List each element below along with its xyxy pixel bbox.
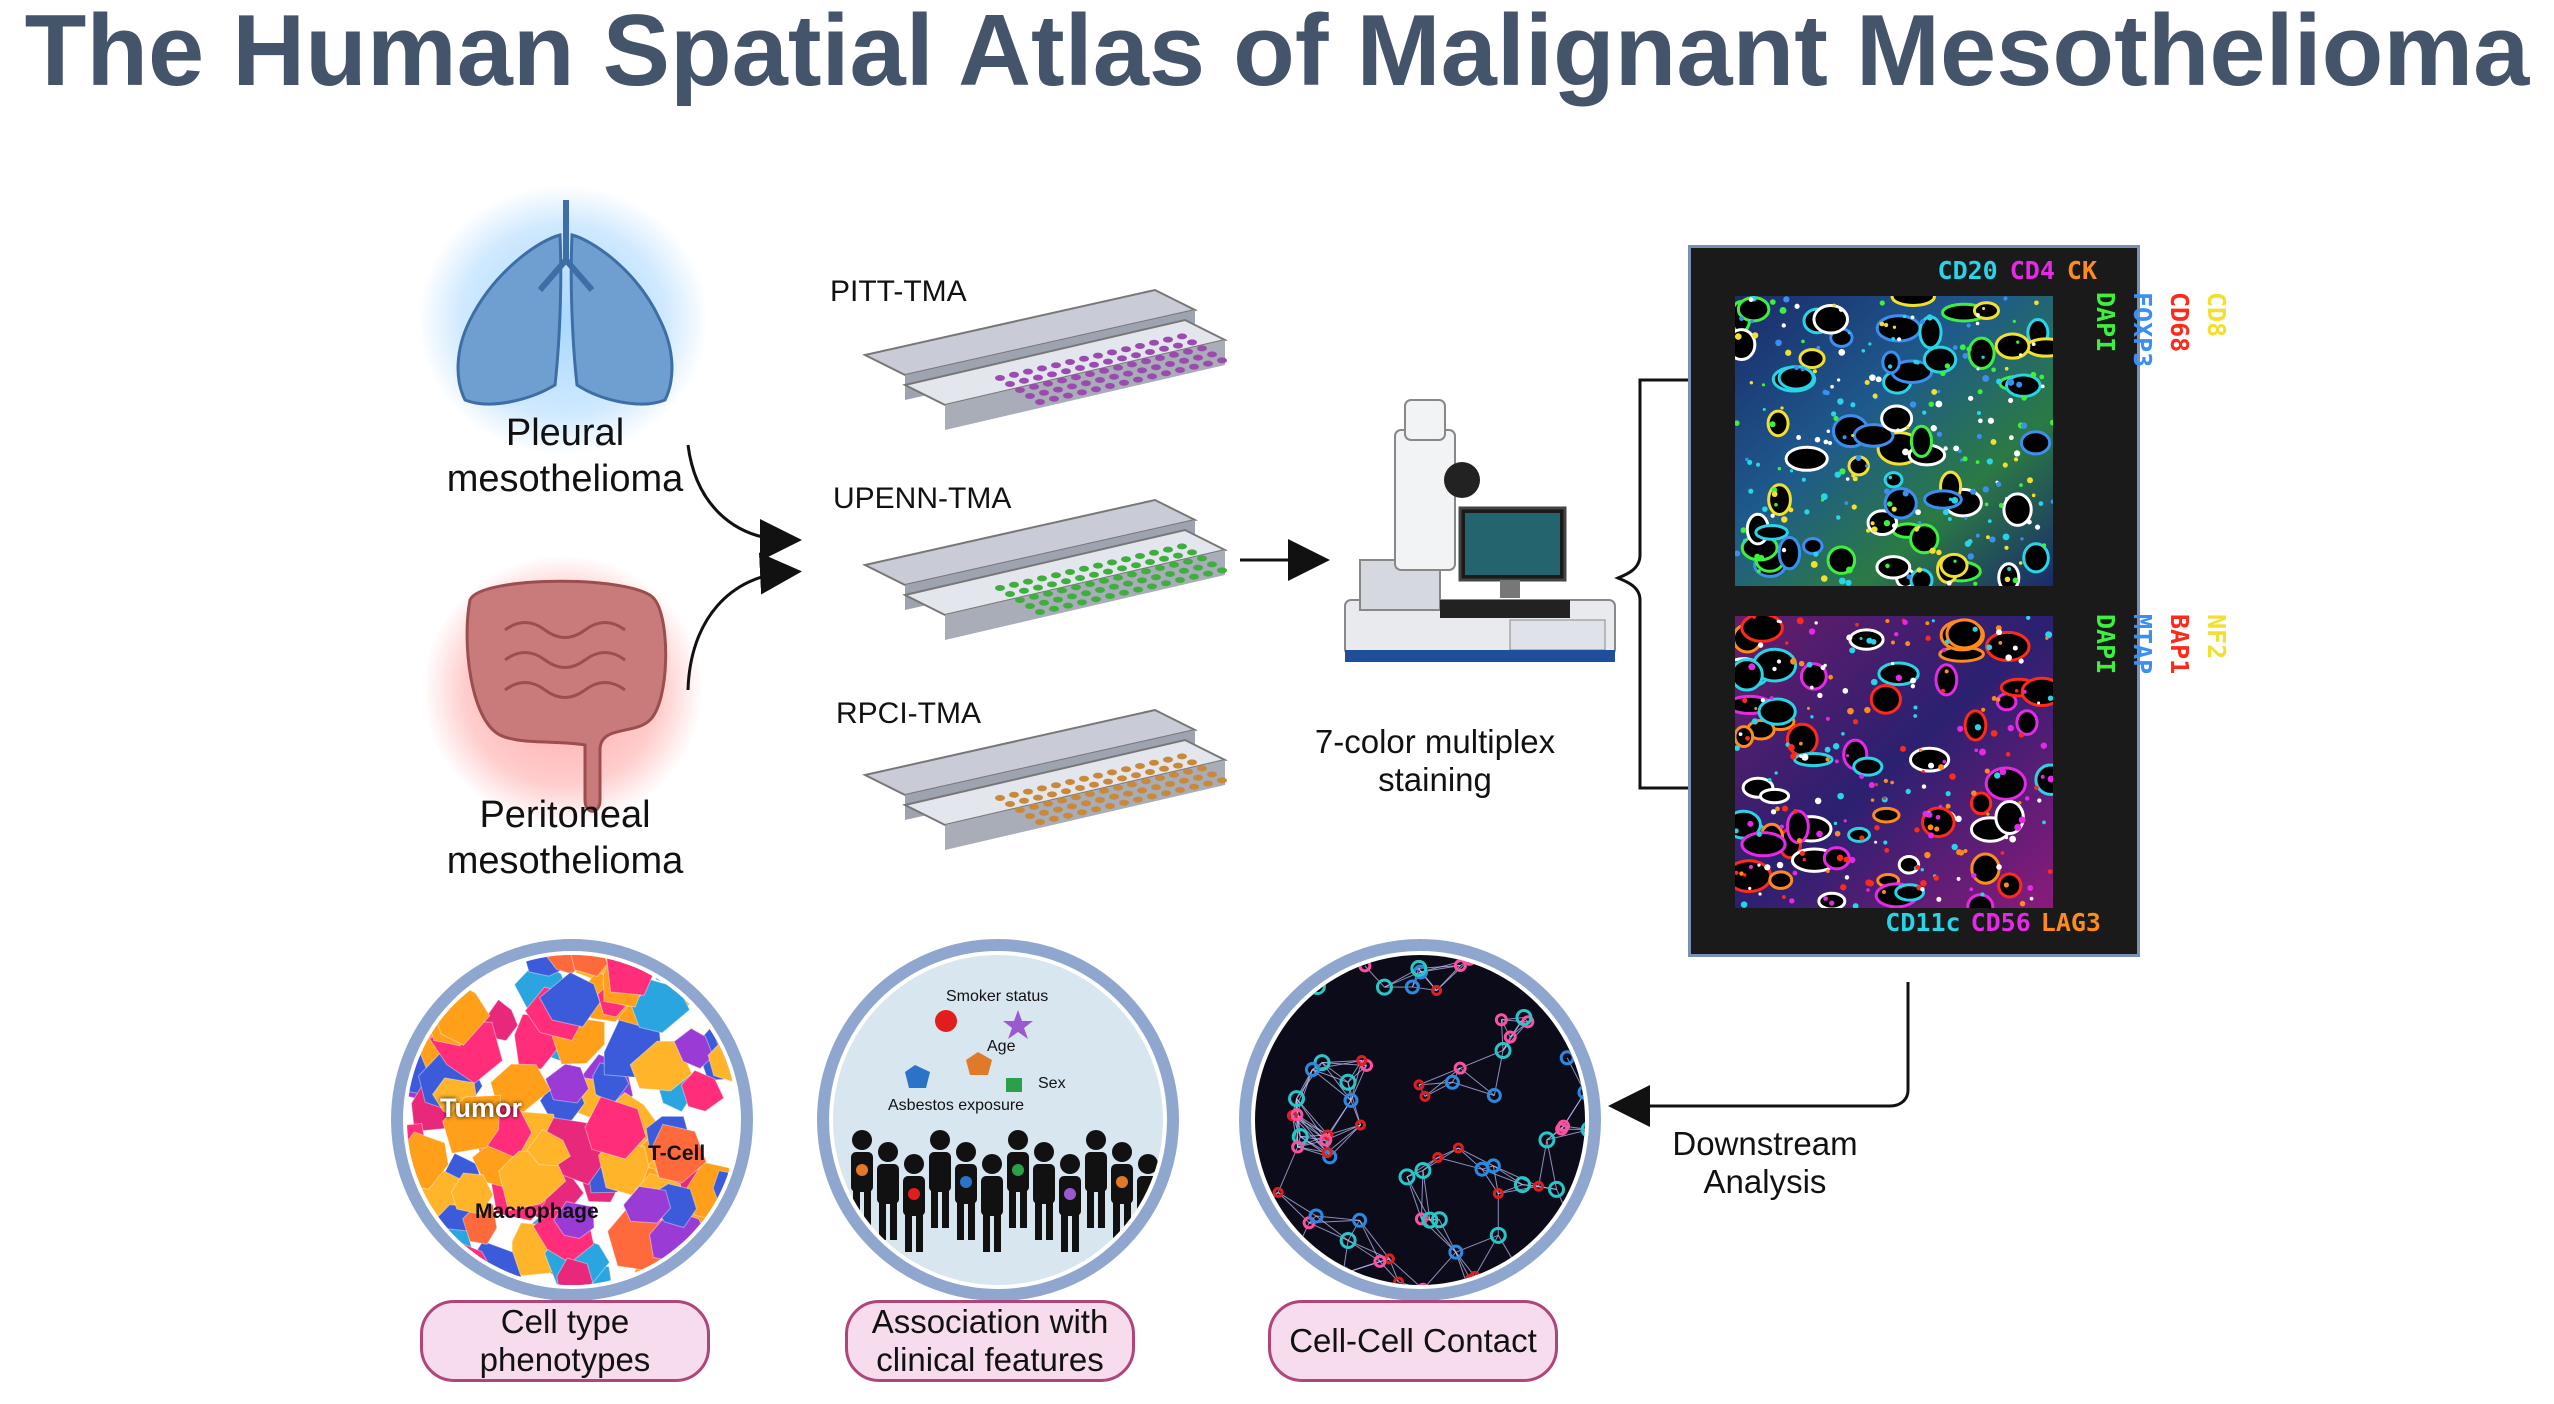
page-title: The Human Spatial Atlas of Malignant Mes… xyxy=(24,0,2530,107)
downstream-arrow xyxy=(1608,982,1910,1127)
pleural-label: Pleural mesothelioma xyxy=(446,412,684,500)
age-marker xyxy=(966,1052,992,1075)
marker-cd8: CD8 xyxy=(2202,292,2231,338)
panel2-bottom-markers: CD11c CD56 LAG3 xyxy=(1885,908,2101,937)
marker-mtap: MTAP xyxy=(2128,614,2157,675)
microscope-icon xyxy=(1344,399,1616,662)
tma-slide-upenn xyxy=(862,498,1228,640)
contact-circle xyxy=(1239,939,1601,1301)
cell-contact-pill: Cell-Cell Contact xyxy=(1268,1300,1558,1382)
tma-slide-rpci xyxy=(862,708,1228,850)
tma-label-pitt: PITT-TMA xyxy=(830,275,967,308)
marker-dapi: DAPI xyxy=(2091,292,2120,353)
tcell-label: T-Cell xyxy=(648,1142,706,1165)
smoker-marker xyxy=(935,1010,957,1032)
panel1-side-markers: CD8 CD68 FOXP3 DAPI xyxy=(2091,292,2231,367)
asbestos-marker xyxy=(905,1065,930,1088)
staining-label: 7-color multiplex staining xyxy=(1314,723,1556,798)
multiplex-panel: CD20 CD4 CK CD8 CD68 FOXP3 DAPI NF2 BAP1 MTAP DA… xyxy=(1688,245,2231,957)
clinical-features-pill: Association with clinical features xyxy=(845,1300,1135,1382)
downstream-label: Downstream Analysis xyxy=(1672,1125,1858,1200)
marker-cd56: CD56 xyxy=(1970,908,2031,937)
marker-ck: CK xyxy=(2066,256,2097,285)
panel1-top-markers: CD20 CD4 CK xyxy=(1938,256,2097,285)
age-label: Age xyxy=(987,1038,1016,1055)
asbestos-label: Asbestos exposure xyxy=(888,1097,1025,1114)
tma-label-rpci: RPCI-TMA xyxy=(836,697,981,730)
cell-type-circle xyxy=(391,939,753,1301)
star-marker xyxy=(1003,1010,1033,1039)
lungs-icon xyxy=(418,185,708,455)
peritoneal-label: Peritoneal mesothelioma xyxy=(446,794,684,882)
pleural-arrow xyxy=(686,444,802,561)
marker-lag3: LAG3 xyxy=(2040,908,2101,937)
panel-brace xyxy=(1614,378,1702,790)
tissue-image-1 xyxy=(1735,296,2053,586)
marker-cd68: CD68 xyxy=(2165,292,2194,353)
tma-dots-pitt xyxy=(995,333,1227,405)
tma-label-upenn: UPENN-TMA xyxy=(833,482,1012,515)
marker-foxp3: FOXP3 xyxy=(2128,292,2157,368)
sex-marker xyxy=(1006,1078,1022,1092)
sex-label: Sex xyxy=(1038,1075,1066,1092)
marker-cd20: CD20 xyxy=(1937,256,1998,285)
marker-bap1: BAP1 xyxy=(2165,614,2194,675)
macrophage-label: Macrophage xyxy=(475,1200,599,1223)
marker-cd11c: CD11c xyxy=(1885,908,1961,937)
marker-cd4: CD4 xyxy=(2009,256,2055,285)
smoker-label: Smoker status xyxy=(946,988,1049,1005)
panel2-side-markers: NF2 BAP1 MTAP DAPI xyxy=(2091,614,2231,674)
intestines-icon xyxy=(423,555,703,825)
tma-dots-upenn xyxy=(995,543,1227,615)
marker-nf2: NF2 xyxy=(2202,614,2231,660)
tma-dots-rpci xyxy=(995,753,1227,825)
marker-dapi: DAPI xyxy=(2091,614,2120,675)
tumor-label: Tumor xyxy=(440,1093,522,1123)
peritoneal-arrow xyxy=(686,552,802,691)
cell-type-pill: Cell type phenotypes xyxy=(420,1300,710,1382)
tissue-image-2 xyxy=(1735,616,2053,908)
tma-slide-pitt xyxy=(862,288,1228,430)
